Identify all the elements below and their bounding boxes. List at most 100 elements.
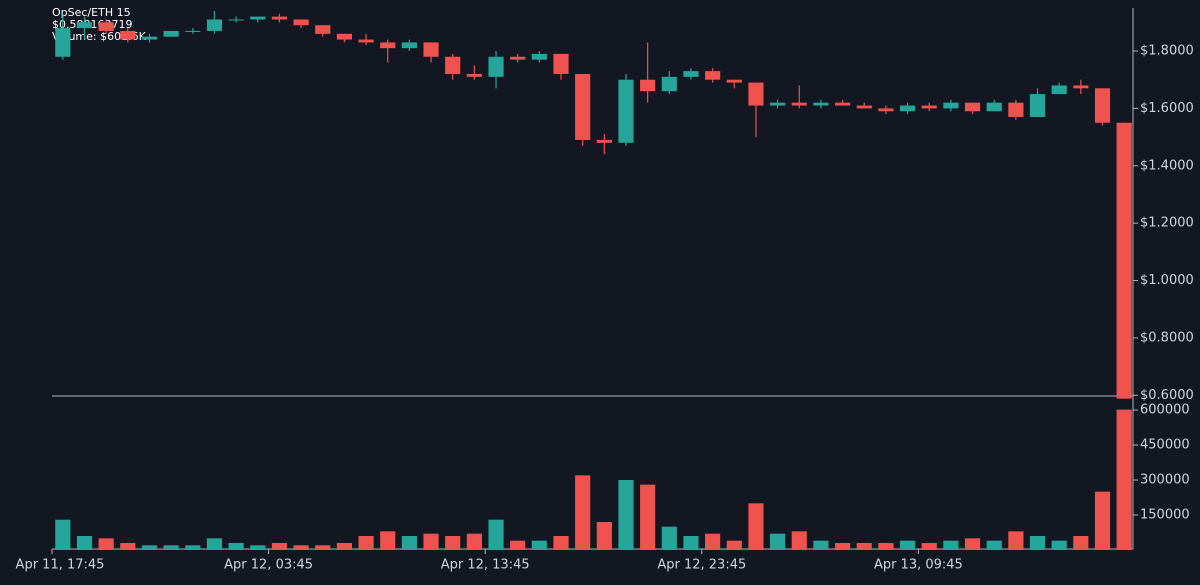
candle-body: [835, 102, 851, 106]
volume-bar: [856, 543, 872, 550]
volume-bar: [271, 543, 288, 550]
symbol-label: OpSec/ETH 15: [52, 6, 131, 19]
candle-body: [206, 19, 223, 31]
candle-body: [705, 71, 721, 80]
y-tick-label: $0.8000: [1140, 330, 1194, 345]
candle-body: [271, 16, 288, 20]
volume-bar: [1029, 536, 1046, 550]
candle-body: [250, 16, 266, 20]
candle-body: [661, 76, 677, 92]
candle-body: [899, 105, 916, 112]
y-tick-label: $1.0000: [1140, 273, 1194, 288]
volume-bar: [401, 536, 417, 550]
candle-body: [683, 71, 699, 77]
volume-bar: [380, 531, 396, 550]
volume-bar: [835, 543, 851, 550]
candle-body: [943, 102, 959, 109]
y-tick-label: $0.6000: [1140, 388, 1194, 403]
volume-bar: [1116, 409, 1132, 550]
candle-body: [141, 36, 158, 40]
candle-body: [466, 73, 482, 77]
x-tick-label: Apr 12, 23:45: [657, 558, 746, 573]
candle-body: [228, 19, 244, 21]
volume-bar: [791, 531, 807, 550]
volume-bar: [358, 536, 374, 550]
volume-bar: [575, 475, 591, 550]
candle-body: [596, 139, 612, 143]
candle-body: [1008, 102, 1024, 118]
volume-bar: [661, 526, 677, 550]
volume-bar: [748, 503, 764, 550]
candle-body: [1073, 85, 1089, 89]
volume-bar: [921, 543, 937, 550]
volume-bar: [943, 540, 959, 550]
candle-body: [120, 30, 136, 40]
y-tick-label: $1.2000: [1140, 216, 1194, 231]
x-tick-label: Apr 12, 03:45: [224, 558, 313, 573]
candle-body: [618, 79, 634, 143]
candle-body: [445, 56, 461, 74]
candle-body: [1051, 85, 1067, 95]
candle-body: [76, 22, 93, 29]
volume-bar: [1051, 540, 1067, 550]
y2-tick-label: 300000: [1140, 473, 1190, 488]
volume-bar: [315, 545, 331, 550]
volume-bar: [553, 536, 569, 550]
volume-bar: [488, 519, 504, 550]
candle-body: [163, 30, 179, 37]
volume-bar: [640, 484, 656, 550]
candle-body: [358, 39, 374, 43]
candle-body: [964, 102, 981, 112]
volume-bar: [445, 536, 461, 550]
volume-bar: [98, 538, 114, 550]
volume-bar: [705, 533, 721, 550]
volume-bar: [206, 538, 223, 550]
volume-bar: [141, 545, 158, 550]
volume-bar: [1094, 491, 1111, 550]
candle-body: [770, 102, 786, 106]
volume-bar: [336, 543, 352, 550]
candle-body: [401, 42, 417, 49]
candle-body: [1029, 94, 1046, 118]
y2-tick-label: 450000: [1140, 438, 1190, 453]
candle-body: [510, 56, 526, 60]
volume-bar: [531, 540, 547, 550]
volume-bar: [726, 540, 742, 550]
candle-body: [1116, 122, 1132, 399]
candle-body: [380, 42, 396, 49]
volume-bar: [423, 533, 439, 550]
volume-bar: [878, 543, 894, 550]
candle-body: [553, 53, 569, 74]
y2-tick-label: 600000: [1140, 403, 1190, 418]
volume-bar: [813, 540, 829, 550]
volume-bar: [76, 536, 93, 550]
candle-body: [336, 33, 352, 40]
y-tick-label: $1.4000: [1140, 158, 1194, 173]
candle-body: [856, 105, 872, 109]
volume-bar: [770, 533, 786, 550]
volume-bar: [986, 540, 1002, 550]
volume-bar: [250, 545, 266, 550]
volume-bar: [1008, 531, 1024, 550]
candle-body: [98, 22, 114, 31]
candle-body: [575, 73, 591, 140]
candle-body: [791, 102, 807, 106]
volume-bar: [163, 545, 179, 550]
x-tick-label: Apr 12, 13:45: [441, 558, 530, 573]
y2-tick-label: 150000: [1140, 508, 1190, 523]
volume-bar: [596, 522, 612, 550]
candle-body: [531, 53, 547, 60]
volume-bar: [618, 480, 634, 550]
volume-bar: [293, 545, 309, 550]
candle-body: [423, 42, 439, 57]
candle-body: [315, 25, 331, 34]
volume-bar: [964, 538, 981, 550]
candle-body: [55, 28, 71, 57]
candle-body: [921, 105, 937, 109]
volume-bar: [1073, 536, 1089, 550]
candle-body: [726, 79, 742, 83]
volume-bar: [120, 543, 136, 550]
y-tick-label: $1.8000: [1140, 44, 1194, 59]
